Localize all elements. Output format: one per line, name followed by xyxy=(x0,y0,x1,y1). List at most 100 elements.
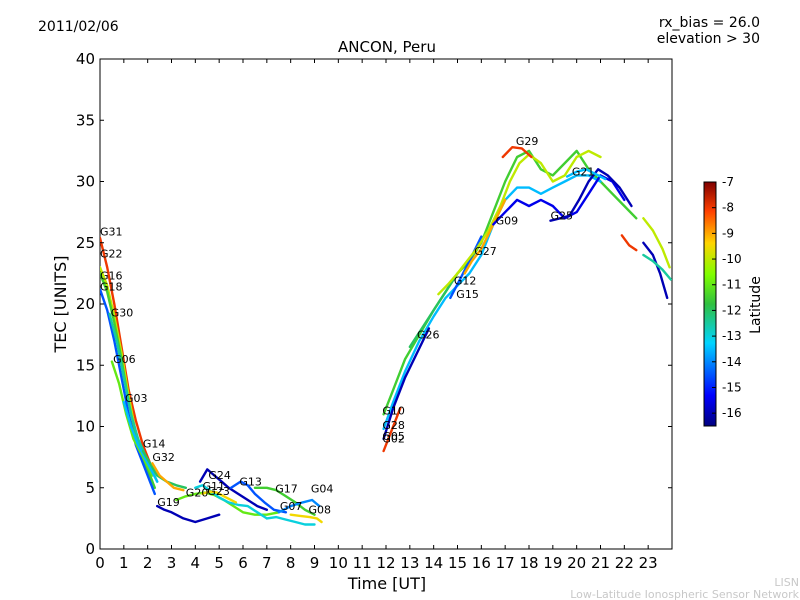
series-line-g05 xyxy=(382,406,402,453)
x-tick-label: 17 xyxy=(496,554,515,572)
series-line-g08 xyxy=(289,513,323,524)
x-tick-label: 18 xyxy=(519,554,538,572)
satellite-label-g28: G28 xyxy=(382,419,405,432)
series-line-g03 xyxy=(122,400,159,483)
colorbar-tick-label: -7 xyxy=(722,175,734,189)
satellite-label-g20: G20 xyxy=(186,486,209,499)
x-tick-label: 12 xyxy=(376,554,395,572)
y-tick-label: 20 xyxy=(76,295,95,313)
x-tick-label: 21 xyxy=(591,554,610,572)
colorbar-tick-label: -16 xyxy=(722,406,742,420)
chart-title: ANCON, Peru xyxy=(338,38,436,56)
y-tick-label: 0 xyxy=(85,540,95,558)
satellite-label-g14: G14 xyxy=(143,437,166,450)
x-tick-label: 11 xyxy=(353,554,372,572)
x-tick-label: 22 xyxy=(615,554,634,572)
x-tick-label: 10 xyxy=(329,554,348,572)
series-line-g27 xyxy=(463,198,507,275)
colorbar-tick-label: -15 xyxy=(722,380,742,394)
x-axis-label: Time [UT] xyxy=(347,574,426,593)
satellite-label-g16: G16 xyxy=(100,270,123,283)
colorbar-tick-label: -14 xyxy=(722,355,742,369)
series-line-g23 xyxy=(201,490,238,504)
satellite-label-g09: G09 xyxy=(496,214,519,227)
series-line-g21 xyxy=(565,168,607,181)
colorbar xyxy=(703,181,717,427)
x-axis: 0 1 2 3 4 5 6 7 8 9 10 11 12 13 14 15 16 17 18 19 20 21 22 23 xyxy=(95,59,658,572)
satellite-label-g22: G22 xyxy=(100,247,123,260)
footer-network: Low-Latitude Ionospheric Sensor Network xyxy=(570,588,799,600)
series-line-l23a xyxy=(642,217,671,269)
y-tick-label: 10 xyxy=(76,418,95,436)
x-tick-label: 4 xyxy=(191,554,201,572)
y-axis-label: TEC [UNITS] xyxy=(51,256,70,354)
colorbar-tick-label: -12 xyxy=(722,303,742,317)
series-line-g04 xyxy=(277,498,321,514)
y-tick-label: 5 xyxy=(85,479,95,497)
x-tick-label: 19 xyxy=(543,554,562,572)
x-tick-label: 3 xyxy=(167,554,177,572)
colorbar-label: Latitude xyxy=(748,276,764,334)
satellite-label-g04: G04 xyxy=(311,483,334,496)
y-tick-label: 25 xyxy=(76,234,95,252)
x-tick-label: 0 xyxy=(95,554,105,572)
satellite-label-g26: G26 xyxy=(417,328,440,341)
satellite-label-g32: G32 xyxy=(152,451,175,464)
y-tick-label: 30 xyxy=(76,173,95,191)
satellite-label-g11: G11 xyxy=(203,480,226,493)
satellite-label-g17: G17 xyxy=(275,483,298,496)
series-line-g24 xyxy=(198,468,268,511)
x-tick-label: 14 xyxy=(424,554,443,572)
y-tick-label: 35 xyxy=(76,111,95,129)
x-tick-label: 2 xyxy=(143,554,153,572)
series-line-g07 xyxy=(265,515,316,526)
series-line-g13 xyxy=(229,480,288,514)
satellite-label-g13: G13 xyxy=(239,475,262,488)
satellite-label-g06: G06 xyxy=(113,353,136,366)
satellite-label-g30: G30 xyxy=(111,306,134,319)
colorbar-ticks: -7 -8 -9 -10 -11 -12 -13 -14 -15 -16 xyxy=(712,175,742,420)
series-line-g25 xyxy=(549,168,633,222)
satellite-label-g15: G15 xyxy=(456,288,479,301)
y-tick-label: 15 xyxy=(76,356,95,374)
colorbar-tick-label: -10 xyxy=(722,252,742,266)
y-axis: 0 5 10 15 20 25 30 35 40 xyxy=(76,50,672,558)
x-tick-label: 7 xyxy=(262,554,272,572)
satellite-label-g19: G19 xyxy=(157,496,180,509)
x-tick-label: 13 xyxy=(400,554,419,572)
series-line-g29 xyxy=(501,146,533,159)
satellite-label-g23: G23 xyxy=(207,485,230,498)
x-tick-label: 5 xyxy=(214,554,224,572)
series-line-g11 xyxy=(194,484,268,520)
elevation-label: elevation > 30 xyxy=(657,31,760,47)
satellite-label-g31: G31 xyxy=(100,225,123,238)
x-tick-label: 6 xyxy=(238,554,248,572)
series-line-l23c xyxy=(642,253,672,281)
plot-area xyxy=(99,58,673,550)
satellite-label-g10: G10 xyxy=(382,404,405,417)
series-line-g17 xyxy=(253,486,316,516)
x-tick-label: 9 xyxy=(310,554,320,572)
satellite-label-g05: G05 xyxy=(382,430,405,443)
satellite-label-g12: G12 xyxy=(454,274,477,287)
satellite-label-g27: G27 xyxy=(474,245,497,258)
x-tick-label: 23 xyxy=(639,554,658,572)
series-line-g02 xyxy=(382,327,431,440)
satellite-label-g25: G25 xyxy=(551,210,574,223)
colorbar-tick-label: -11 xyxy=(722,278,742,292)
rx-bias-label: rx_bias = 26.0 xyxy=(659,15,760,31)
series-line-g19 xyxy=(156,504,221,524)
satellite-label-g08: G08 xyxy=(309,504,332,517)
series-line-g12 xyxy=(437,149,602,296)
colorbar-tick-label: -13 xyxy=(722,329,742,343)
series-line-g26 xyxy=(408,272,459,349)
x-tick-label: 8 xyxy=(286,554,296,572)
satellite-label-g07: G07 xyxy=(280,500,303,513)
x-tick-label: 1 xyxy=(119,554,129,572)
x-tick-label: 16 xyxy=(472,554,491,572)
footer-lisn: LISN xyxy=(774,576,799,589)
satellite-label-g21: G21 xyxy=(572,165,595,178)
series-line-g32 xyxy=(151,462,185,492)
